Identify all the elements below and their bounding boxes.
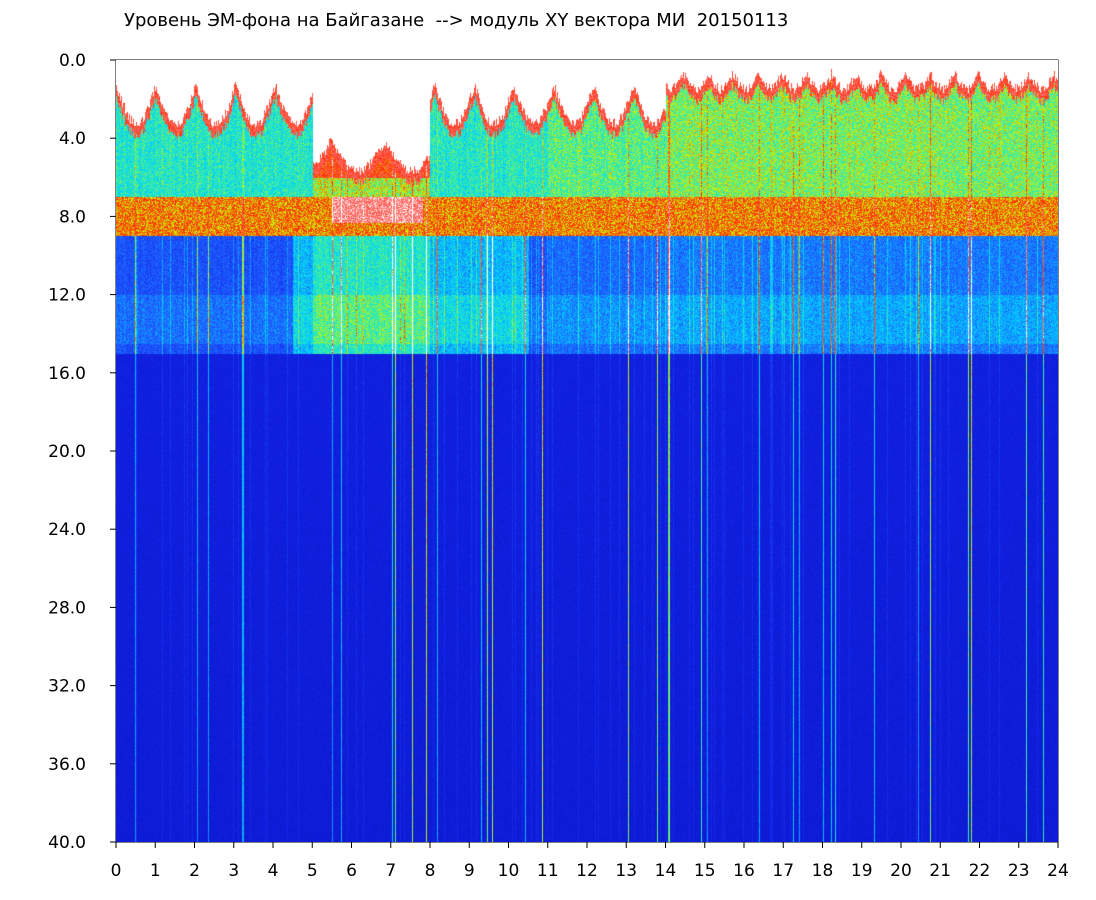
x-tick-label: 5 — [307, 861, 318, 881]
x-tick-label: 3 — [228, 861, 239, 881]
x-tick-label: 10 — [498, 861, 520, 881]
x-tick-label: 14 — [655, 861, 677, 881]
x-tick-label: 6 — [346, 861, 357, 881]
y-tick-label: 24.0 — [48, 520, 86, 540]
y-tick-label: 20.0 — [48, 442, 86, 462]
y-axis: 0.0 4.0 8.0 12.0 16.0 20.0 24.0 28.0 32.0 36.0 40.… — [48, 51, 116, 853]
x-tick-label: 22 — [969, 861, 991, 881]
x-tick-label: 24 — [1047, 861, 1069, 881]
x-tick-label: 15 — [694, 861, 716, 881]
y-tick-label: 0.0 — [59, 51, 86, 71]
y-tick-label: 32.0 — [48, 677, 86, 697]
x-axis: 0 1 2 3 4 5 6 7 8 9 10 11 12 13 14 15 16 17 18 19 20 21 22 23 24 — [111, 842, 1069, 881]
chart-title: Уровень ЭМ-фона на Байгазане --> модуль … — [124, 10, 789, 31]
heatmap-image — [116, 60, 1058, 842]
x-tick-label: 7 — [385, 861, 396, 881]
x-tick-label: 1 — [150, 861, 161, 881]
x-tick-label: 8 — [425, 861, 436, 881]
x-tick-label: 23 — [1008, 861, 1030, 881]
x-tick-label: 20 — [890, 861, 912, 881]
x-tick-label: 13 — [615, 861, 637, 881]
y-tick-label: 12.0 — [48, 286, 86, 306]
x-tick-label: 16 — [733, 861, 755, 881]
x-tick-label: 11 — [537, 861, 559, 881]
y-tick-label: 28.0 — [48, 598, 86, 618]
y-tick-label: 8.0 — [59, 207, 86, 227]
y-tick-label: 4.0 — [59, 129, 86, 149]
x-tick-label: 2 — [189, 861, 200, 881]
x-tick-label: 18 — [812, 861, 834, 881]
y-tick-label: 40.0 — [48, 833, 86, 853]
x-tick-label: 21 — [929, 861, 951, 881]
x-tick-label: 12 — [576, 861, 598, 881]
x-tick-label: 17 — [772, 861, 794, 881]
x-tick-label: 0 — [111, 861, 122, 881]
y-tick-label: 36.0 — [48, 755, 86, 775]
plot-area — [115, 59, 1059, 843]
x-tick-label: 9 — [464, 861, 475, 881]
y-tick-label: 16.0 — [48, 364, 86, 384]
x-tick-label: 4 — [268, 861, 279, 881]
x-tick-label: 19 — [851, 861, 873, 881]
